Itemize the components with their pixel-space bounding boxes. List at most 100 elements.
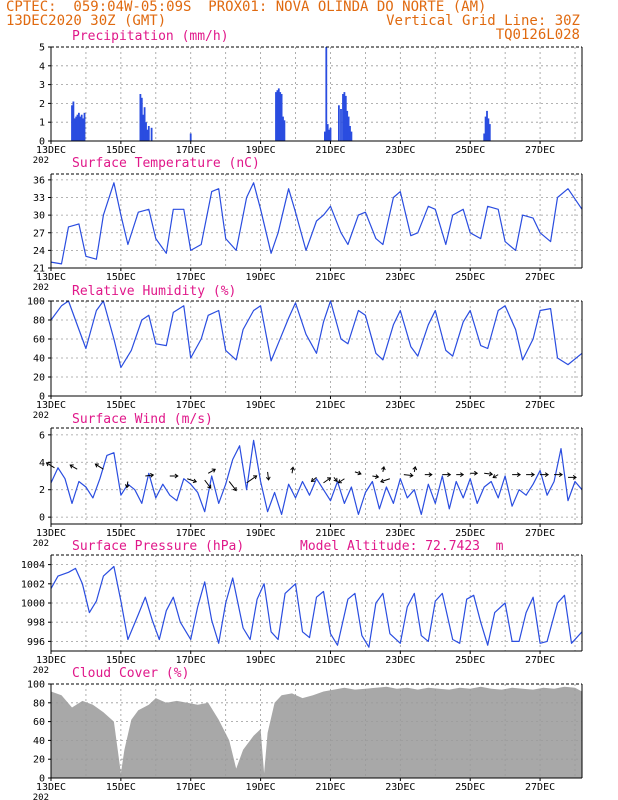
wind-arrow-head bbox=[488, 471, 494, 477]
temperature-year-label: 202 bbox=[33, 283, 49, 293]
pressure-panel bbox=[48, 554, 583, 654]
wind-arrow-head bbox=[374, 474, 380, 479]
temperature-line bbox=[50, 182, 583, 265]
precip-bar bbox=[349, 126, 351, 141]
temperature-xtick-label: 13DEC bbox=[36, 272, 66, 283]
wind-arrow-head bbox=[412, 466, 418, 471]
pressure-xtick-label: 27DEC bbox=[525, 655, 555, 666]
wind-arrow-head bbox=[544, 472, 549, 478]
pressure-xtick-label: 25DEC bbox=[455, 655, 485, 666]
wind-arrow-head bbox=[492, 474, 497, 479]
wind-ytick-label: 0 bbox=[39, 513, 45, 524]
pressure-xtick-label: 23DEC bbox=[385, 655, 415, 666]
wind-arrow-shaft bbox=[484, 472, 493, 475]
wind-arrow-shaft bbox=[207, 468, 216, 474]
humidity-xtick-label: 17DEC bbox=[176, 400, 206, 411]
humidity-ytick-label: 100 bbox=[27, 297, 45, 308]
wind-xtick-label: 27DEC bbox=[525, 528, 555, 539]
cloud-xtick-label: 19DEC bbox=[246, 782, 276, 793]
precip-bar bbox=[486, 110, 488, 141]
temperature-xtick-label: 27DEC bbox=[525, 272, 555, 283]
cloud-xtick-label: 15DEC bbox=[106, 782, 136, 793]
wind-arrow-head bbox=[558, 472, 563, 478]
wind-arrow-shaft bbox=[95, 463, 104, 470]
pressure-xtick-label: 13DEC bbox=[36, 655, 66, 666]
precip-bar bbox=[146, 129, 149, 141]
precip-bar bbox=[145, 122, 147, 141]
header-run-id: TQ0126L028 bbox=[495, 27, 580, 43]
wind-arrow-head bbox=[253, 475, 258, 480]
wind-arrow-head bbox=[530, 472, 535, 478]
humidity-xtick-label: 21DEC bbox=[315, 400, 345, 411]
temperature-ytick-label: 36 bbox=[33, 175, 45, 186]
pressure-xtick-label: 19DEC bbox=[246, 655, 276, 666]
precip-bar bbox=[484, 116, 487, 141]
wind-arrow-head bbox=[327, 477, 332, 482]
wind-xtick-label: 15DEC bbox=[106, 528, 136, 539]
wind-year-label: 202 bbox=[33, 539, 49, 549]
cloud-title: Cloud Cover (%) bbox=[72, 666, 190, 681]
temperature-xtick-label: 23DEC bbox=[385, 272, 415, 283]
wind-arrow-shaft bbox=[204, 479, 212, 489]
precip-ytick-label: 3 bbox=[39, 80, 45, 91]
humidity-xtick-label: 13DEC bbox=[36, 400, 66, 411]
cloud-xtick-label: 23DEC bbox=[385, 782, 415, 793]
wind-panel bbox=[45, 427, 583, 527]
wind-arrow-head bbox=[232, 486, 237, 492]
wind-arrow-head bbox=[572, 474, 577, 480]
humidity-panel bbox=[48, 300, 583, 399]
humidity-xtick-label: 15DEC bbox=[106, 400, 136, 411]
wind-arrow-head bbox=[69, 464, 74, 469]
wind-arrow-shaft bbox=[311, 476, 317, 482]
cloud-year-label: 202 bbox=[33, 793, 49, 800]
pressure-xtick-label: 21DEC bbox=[315, 655, 345, 666]
precip-xtick-label: 21DEC bbox=[315, 145, 345, 156]
temperature-ytick-label: 30 bbox=[33, 211, 45, 222]
precip-bar bbox=[72, 101, 75, 141]
precip-bar bbox=[325, 47, 328, 141]
precip-bar bbox=[347, 116, 350, 141]
precip-bar bbox=[143, 107, 146, 141]
humidity-ytick-label: 80 bbox=[33, 316, 45, 327]
precip-bar bbox=[276, 90, 279, 141]
cloud-ytick-label: 20 bbox=[33, 755, 45, 766]
pressure-year-label: 202 bbox=[33, 666, 49, 676]
precip-bar bbox=[344, 95, 347, 141]
precip-bar bbox=[342, 94, 344, 141]
precip-bar bbox=[76, 114, 79, 141]
cloud-xtick-label: 17DEC bbox=[176, 782, 206, 793]
cloud-xtick-label: 25DEC bbox=[455, 782, 485, 793]
pressure-xtick-label: 17DEC bbox=[176, 655, 206, 666]
cloud-xtick-label: 27DEC bbox=[525, 782, 555, 793]
humidity-ytick-label: 0 bbox=[39, 392, 45, 403]
precip-bar bbox=[78, 112, 80, 141]
wind-arrow-head bbox=[94, 463, 99, 468]
cloud-ytick-label: 60 bbox=[33, 717, 45, 728]
humidity-year-label: 202 bbox=[33, 411, 49, 421]
temperature-title: Surface Temperature (nC) bbox=[72, 156, 260, 171]
pressure-ytick-label: 996 bbox=[27, 637, 45, 648]
precip-bar bbox=[487, 118, 490, 141]
wind-ytick-label: 2 bbox=[39, 485, 45, 496]
cloud-ytick-label: 100 bbox=[27, 680, 45, 691]
wind-arrow-shaft bbox=[380, 478, 391, 483]
wind-xtick-label: 13DEC bbox=[36, 528, 66, 539]
pressure-xtick-label: 15DEC bbox=[106, 655, 136, 666]
wind-arrow-shaft bbox=[372, 475, 379, 478]
cloud-ytick-label: 0 bbox=[39, 774, 45, 785]
precip-bar bbox=[324, 131, 326, 141]
humidity-ytick-label: 40 bbox=[33, 354, 45, 365]
cloud-xtick-label: 21DEC bbox=[315, 782, 345, 793]
temperature-ytick-label: 21 bbox=[33, 264, 45, 275]
precip-xtick-label: 27DEC bbox=[525, 145, 555, 156]
pressure-line bbox=[50, 565, 583, 648]
precip-bar bbox=[80, 114, 83, 141]
cloud-area bbox=[51, 686, 582, 778]
temperature-xtick-label: 19DEC bbox=[246, 272, 276, 283]
cloud-ytick-label: 40 bbox=[33, 736, 45, 747]
precip-bar bbox=[79, 116, 82, 141]
precip-bar bbox=[283, 120, 286, 141]
wind-xtick-label: 19DEC bbox=[246, 528, 276, 539]
precip-xtick-label: 17DEC bbox=[176, 145, 206, 156]
